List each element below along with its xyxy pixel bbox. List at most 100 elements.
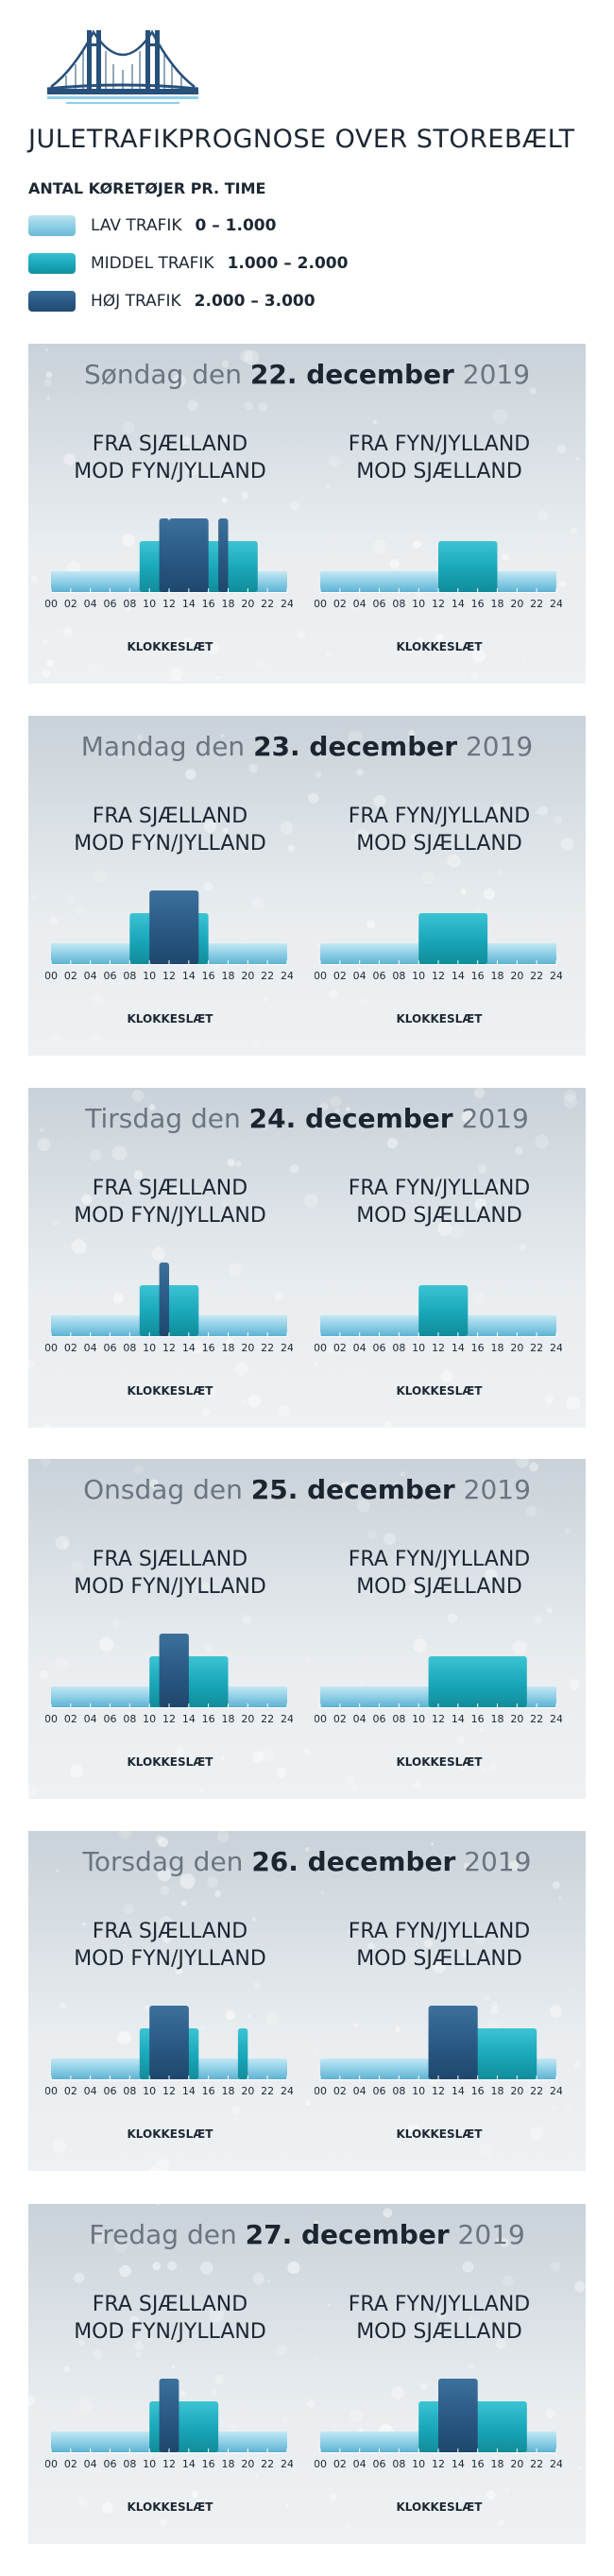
x-tick-label: 22: [261, 598, 274, 610]
x-tick-label: 04: [353, 1342, 367, 1354]
x-tick-label: 04: [84, 2085, 97, 2097]
direction-from-label: FRA FYN/JYLLAND: [348, 432, 531, 456]
direction-to-label: MOD FYN/JYLLAND: [74, 460, 266, 483]
x-axis-title: KLOKKESLÆT: [396, 2500, 483, 2514]
x-tick-label: 10: [412, 1342, 425, 1354]
x-axis-title: KLOKKESLÆT: [127, 2127, 213, 2141]
x-tick-label: 22: [530, 598, 543, 610]
direction-to-label: MOD FYN/JYLLAND: [74, 2320, 266, 2344]
legend-item-high: HØJ TRAFIK 2.000 – 3.000: [28, 289, 316, 314]
x-tick-label: 12: [162, 2085, 176, 2097]
x-tick-label: 02: [333, 1342, 347, 1354]
x-tick-label: 06: [373, 970, 386, 982]
x-tick-label: 22: [530, 2085, 543, 2097]
x-axis-title: KLOKKESLÆT: [127, 1012, 213, 1025]
x-tick-label: 16: [471, 2458, 485, 2470]
legend-range-high: 2.000 – 3.000: [194, 292, 316, 311]
direction-from-label: FRA FYN/JYLLAND: [348, 1548, 531, 1571]
snow-background: [30, 347, 580, 682]
x-tick-label: 20: [510, 598, 523, 610]
bar-high-traffic: [169, 518, 209, 592]
x-tick-label: 00: [45, 1342, 58, 1354]
x-tick-label: 14: [182, 1342, 196, 1354]
x-tick-label: 14: [452, 970, 465, 982]
day-date: 23. december: [253, 731, 458, 762]
chart-from-sjaelland: 00 02 04 06 08 10 12 14 16 18 20 22 24: [45, 1634, 293, 1725]
day-weekday: Fredag den: [89, 2219, 237, 2250]
day-title: Tirsdag den 24. december 2019: [28, 1103, 586, 1134]
legend-label-mid: MIDDEL TRAFIK: [91, 254, 214, 273]
day-title: Fredag den 27. december 2019: [28, 2219, 586, 2250]
bar-middle-traffic: [438, 541, 498, 592]
day-weekday: Torsdag den: [82, 1846, 244, 1877]
chart-from-sjaelland: 00 02 04 06 08 10 12 14 16 18 20 22 24: [45, 2379, 293, 2470]
x-tick-label: 08: [392, 970, 405, 982]
x-tick-label: 22: [530, 1342, 543, 1354]
x-tick-label: 20: [510, 2085, 523, 2097]
x-tick-label: 24: [550, 1342, 562, 1354]
x-tick-label: 24: [281, 1342, 293, 1354]
bar-high-traffic: [428, 2006, 478, 2079]
x-tick-label: 16: [471, 2085, 485, 2097]
x-tick-label: 00: [45, 598, 58, 610]
x-tick-label: 10: [412, 2458, 425, 2470]
x-tick-label: 10: [143, 598, 156, 610]
x-tick-label: 08: [123, 970, 136, 982]
legend-item-mid: MIDDEL TRAFIK 1.000 – 2.000: [28, 251, 348, 276]
chart-from-fyn-jylland: 00 02 04 06 08 10 12 14 16 18 20 22 24: [315, 1285, 562, 1354]
x-tick-label: 08: [392, 1713, 405, 1725]
day-weekday: Søndag den: [83, 359, 242, 390]
legend-range-mid: 1.000 – 2.000: [227, 254, 349, 273]
day-date: 25. december: [250, 1474, 455, 1505]
x-tick-label: 08: [123, 1713, 136, 1725]
x-tick-label: 12: [432, 2085, 445, 2097]
x-tick-label: 04: [353, 1713, 367, 1725]
x-tick-label: 20: [241, 1342, 254, 1354]
x-tick-label: 04: [353, 2085, 367, 2097]
x-tick-label: 02: [333, 970, 347, 982]
direction-to-label: MOD SJÆLLAND: [356, 1204, 522, 1228]
x-tick-label: 06: [373, 2085, 386, 2097]
x-tick-label: 06: [104, 1342, 117, 1354]
bar-middle-traffic: [418, 913, 488, 964]
x-tick-label: 20: [510, 970, 523, 982]
direction-from-label: FRA SJÆLLAND: [92, 1177, 248, 1200]
legend-label-high: HØJ TRAFIK: [91, 292, 181, 311]
x-tick-label: 16: [471, 1342, 485, 1354]
x-tick-label: 04: [84, 1342, 97, 1354]
x-tick-label: 20: [241, 2458, 254, 2470]
x-tick-label: 12: [432, 2458, 445, 2470]
day-title: Søndag den 22. december 2019: [28, 359, 586, 390]
direction-to-label: MOD SJÆLLAND: [356, 1947, 522, 1971]
bar-high-traffic: [159, 518, 169, 592]
x-tick-label: 24: [281, 1713, 293, 1725]
bar-high-traffic: [159, 1634, 189, 1707]
x-tick-label: 14: [452, 1713, 465, 1725]
bar-high-traffic: [218, 518, 229, 592]
x-tick-label: 24: [281, 598, 293, 610]
x-tick-label: 10: [412, 1713, 425, 1725]
x-axis-title: KLOKKESLÆT: [127, 2500, 213, 2514]
bar-high-traffic: [438, 2379, 478, 2452]
legend-item-low: LAV TRAFIK 0 – 1.000: [28, 213, 276, 238]
direction-to-label: MOD FYN/JYLLAND: [74, 832, 266, 856]
x-tick-label: 18: [222, 970, 235, 982]
x-tick-label: 18: [222, 598, 235, 610]
bar-middle-traffic: [428, 1656, 527, 1707]
x-tick-label: 18: [491, 1713, 504, 1725]
x-tick-label: 06: [104, 970, 117, 982]
x-tick-label: 08: [392, 2458, 405, 2470]
x-tick-label: 10: [143, 2085, 156, 2097]
x-tick-label: 00: [315, 1342, 327, 1354]
x-tick-label: 14: [452, 1342, 465, 1354]
x-tick-label: 14: [182, 1713, 196, 1725]
direction-to-label: MOD FYN/JYLLAND: [74, 1204, 266, 1228]
x-tick-label: 02: [333, 598, 347, 610]
x-tick-label: 12: [432, 1342, 445, 1354]
x-tick-label: 24: [550, 2085, 562, 2097]
x-tick-label: 08: [123, 1342, 136, 1354]
x-tick-label: 20: [510, 1713, 523, 1725]
legend-label-low: LAV TRAFIK: [91, 216, 182, 235]
x-tick-label: 16: [471, 1713, 485, 1725]
x-tick-label: 20: [241, 1713, 254, 1725]
